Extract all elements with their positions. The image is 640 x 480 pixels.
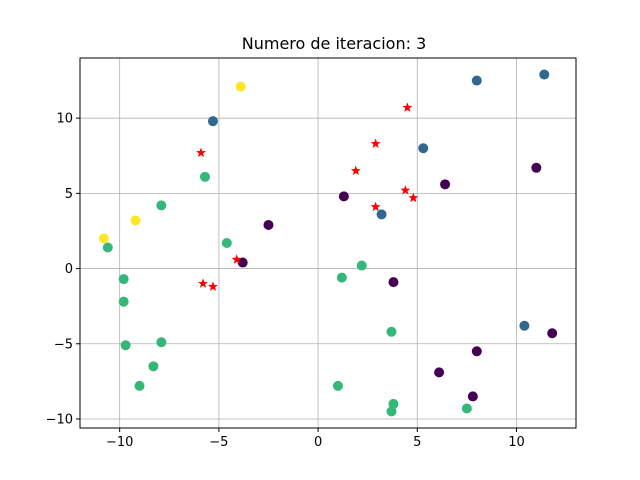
- x-tick-label: −10: [106, 435, 133, 450]
- data-point-cluster-1: [418, 143, 429, 154]
- data-point-cluster-2: [102, 242, 113, 253]
- data-point-cluster-2: [461, 403, 472, 414]
- axes-frame: [79, 57, 577, 429]
- y-tick-label: 10: [56, 112, 73, 127]
- data-point-cluster-2: [118, 274, 129, 285]
- data-point-cluster-0: [388, 277, 399, 288]
- data-point-cluster-1: [539, 69, 550, 80]
- centroid-star-marker: [402, 102, 413, 112]
- data-point-cluster-0: [434, 367, 445, 378]
- y-tick-label: −5: [54, 337, 73, 352]
- data-point-cluster-1: [471, 75, 482, 86]
- data-point-cluster-2: [336, 272, 347, 283]
- data-point-cluster-0: [338, 191, 349, 202]
- data-point-cluster-2: [356, 260, 367, 271]
- data-point-cluster-0: [263, 219, 274, 230]
- data-point-cluster-0: [237, 257, 248, 268]
- centroid-markers: [196, 102, 419, 291]
- centroid-star-marker: [196, 147, 206, 157]
- y-tick-label: 0: [65, 262, 73, 277]
- data-point-cluster-1: [207, 116, 218, 127]
- x-tick-label: 0: [314, 435, 322, 450]
- data-points: [98, 69, 558, 417]
- data-point-cluster-0: [471, 346, 482, 357]
- centroid-star-marker: [198, 278, 208, 288]
- data-point-cluster-2: [221, 238, 232, 248]
- data-point-cluster-2: [332, 380, 343, 391]
- data-point-cluster-1: [376, 209, 387, 220]
- chart-title: Numero de iteracion: 3: [242, 34, 427, 53]
- data-point-cluster-0: [467, 391, 478, 402]
- x-tick-label: 10: [508, 435, 525, 450]
- data-point-cluster-0: [440, 179, 451, 190]
- data-point-cluster-3: [235, 81, 246, 92]
- data-point-cluster-2: [118, 296, 129, 307]
- data-point-cluster-2: [134, 380, 145, 391]
- centroid-star-marker: [231, 254, 242, 264]
- centroid-star-marker: [370, 201, 381, 212]
- data-point-cluster-2: [386, 406, 397, 417]
- x-tick-label: −5: [209, 435, 228, 450]
- data-point-cluster-2: [388, 398, 399, 409]
- data-point-cluster-3: [130, 215, 141, 226]
- data-point-cluster-2: [156, 337, 167, 348]
- data-point-cluster-3: [98, 233, 109, 244]
- centroid-star-marker: [350, 165, 361, 176]
- axis-ticks: −10 −5 0 5 10 −10 −5 0 5 10: [46, 112, 525, 450]
- data-point-cluster-1: [519, 320, 530, 331]
- centroid-star-marker: [370, 138, 381, 148]
- grid: [80, 58, 576, 428]
- centroid-star-marker: [400, 185, 411, 195]
- data-point-cluster-0: [547, 328, 558, 339]
- y-tick-label: −10: [46, 412, 73, 427]
- data-point-cluster-2: [386, 326, 397, 337]
- data-point-cluster-2: [156, 200, 167, 211]
- data-point-cluster-2: [120, 340, 131, 351]
- y-tick-label: 5: [65, 187, 73, 202]
- x-tick-label: 5: [413, 435, 421, 450]
- centroid-star-marker: [408, 192, 419, 203]
- data-point-cluster-2: [199, 171, 210, 182]
- data-point-cluster-0: [531, 162, 542, 173]
- centroid-star-marker: [207, 281, 218, 291]
- data-point-cluster-2: [148, 361, 159, 372]
